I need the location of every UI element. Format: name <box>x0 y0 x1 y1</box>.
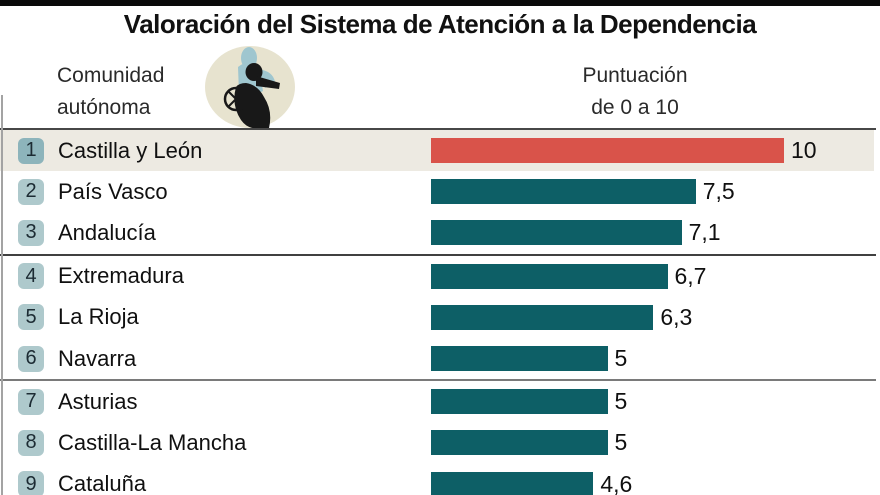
ranking-row: 4 Extremadura 6,7 <box>0 256 874 297</box>
score-bar <box>431 346 608 372</box>
score-bar <box>431 389 608 415</box>
column-header-community-line2: autónoma <box>57 96 151 119</box>
ranking-row: 5 La Rioja 6,3 <box>0 297 874 338</box>
rank-badge: 5 <box>18 304 44 331</box>
caregiver-wheelchair-icon <box>202 45 302 129</box>
score-bar <box>431 179 696 205</box>
top-black-bar <box>0 0 880 6</box>
score-bar <box>431 471 594 495</box>
score-value: 5 <box>614 345 628 372</box>
bar-area: 6,7 <box>431 256 706 297</box>
rank-badge: 2 <box>18 178 44 205</box>
score-bar <box>431 220 682 246</box>
score-value: 7,1 <box>688 219 721 246</box>
community-name: País Vasco <box>58 178 168 204</box>
community-name: Cataluña <box>58 471 147 495</box>
ranking-row: 6 Navarra 5 <box>0 338 874 379</box>
community-name: Castilla y León <box>58 137 203 163</box>
score-value: 6,7 <box>674 262 707 289</box>
bar-area: 5 <box>431 381 627 422</box>
community-name: Asturias <box>58 388 138 414</box>
score-value: 4,6 <box>600 470 633 495</box>
rank-badge: 1 <box>18 137 44 164</box>
score-value: 5 <box>614 388 628 415</box>
score-bar <box>431 138 784 164</box>
bar-area: 10 <box>431 130 817 171</box>
rank-badge: 7 <box>18 388 44 415</box>
score-value: 10 <box>791 137 817 164</box>
column-header-score-line2: de 0 a 10 <box>591 96 679 119</box>
ranking-rows: 1 Castilla y León 10 2 País Vasco 7,5 3 … <box>0 130 876 495</box>
rank-badge: 4 <box>18 263 44 290</box>
ranking-row: 2 País Vasco 7,5 <box>0 171 874 212</box>
column-header-score: Puntuación de 0 a 10 <box>545 60 725 124</box>
score-bar <box>431 304 654 330</box>
score-value: 7,5 <box>702 178 735 205</box>
score-bar <box>431 263 668 289</box>
community-name: Extremadura <box>58 263 184 289</box>
community-name: Andalucía <box>58 219 156 245</box>
community-name: Castilla-La Mancha <box>58 429 247 455</box>
bar-area: 4,6 <box>431 464 632 495</box>
rank-badge: 3 <box>18 219 44 246</box>
bar-area: 5 <box>431 338 627 379</box>
ranking-row: 8 Castilla-La Mancha 5 <box>0 422 874 463</box>
community-name: La Rioja <box>58 304 139 330</box>
score-bar <box>431 430 608 456</box>
ranking-row: 3 Andalucía 7,1 <box>0 212 874 253</box>
bar-area: 7,5 <box>431 171 735 212</box>
column-header-score-line1: Puntuación <box>582 64 688 87</box>
column-header-community: Comunidad autónoma <box>57 60 164 124</box>
column-headers: Comunidad autónoma Punt <box>0 45 880 129</box>
rank-badge: 8 <box>18 429 44 456</box>
group-separator <box>0 253 876 256</box>
bar-area: 6,3 <box>431 297 692 338</box>
bar-area: 7,1 <box>431 212 721 253</box>
rank-badge: 9 <box>18 471 44 495</box>
chart-title: Valoración del Sistema de Atención a la … <box>123 9 757 39</box>
score-value: 5 <box>614 429 628 456</box>
community-name: Navarra <box>58 345 137 371</box>
ranking-row: 9 Cataluña 4,6 <box>0 464 874 495</box>
bar-area: 5 <box>431 422 627 463</box>
group-separator <box>0 379 876 382</box>
ranking-row: 7 Asturias 5 <box>0 381 874 422</box>
column-header-community-line1: Comunidad <box>57 64 165 87</box>
score-value: 6,3 <box>660 303 693 330</box>
ranking-row: 1 Castilla y León 10 <box>0 130 874 172</box>
left-border-line <box>1 95 3 495</box>
header-separator <box>0 128 876 130</box>
rank-badge: 6 <box>18 345 44 372</box>
